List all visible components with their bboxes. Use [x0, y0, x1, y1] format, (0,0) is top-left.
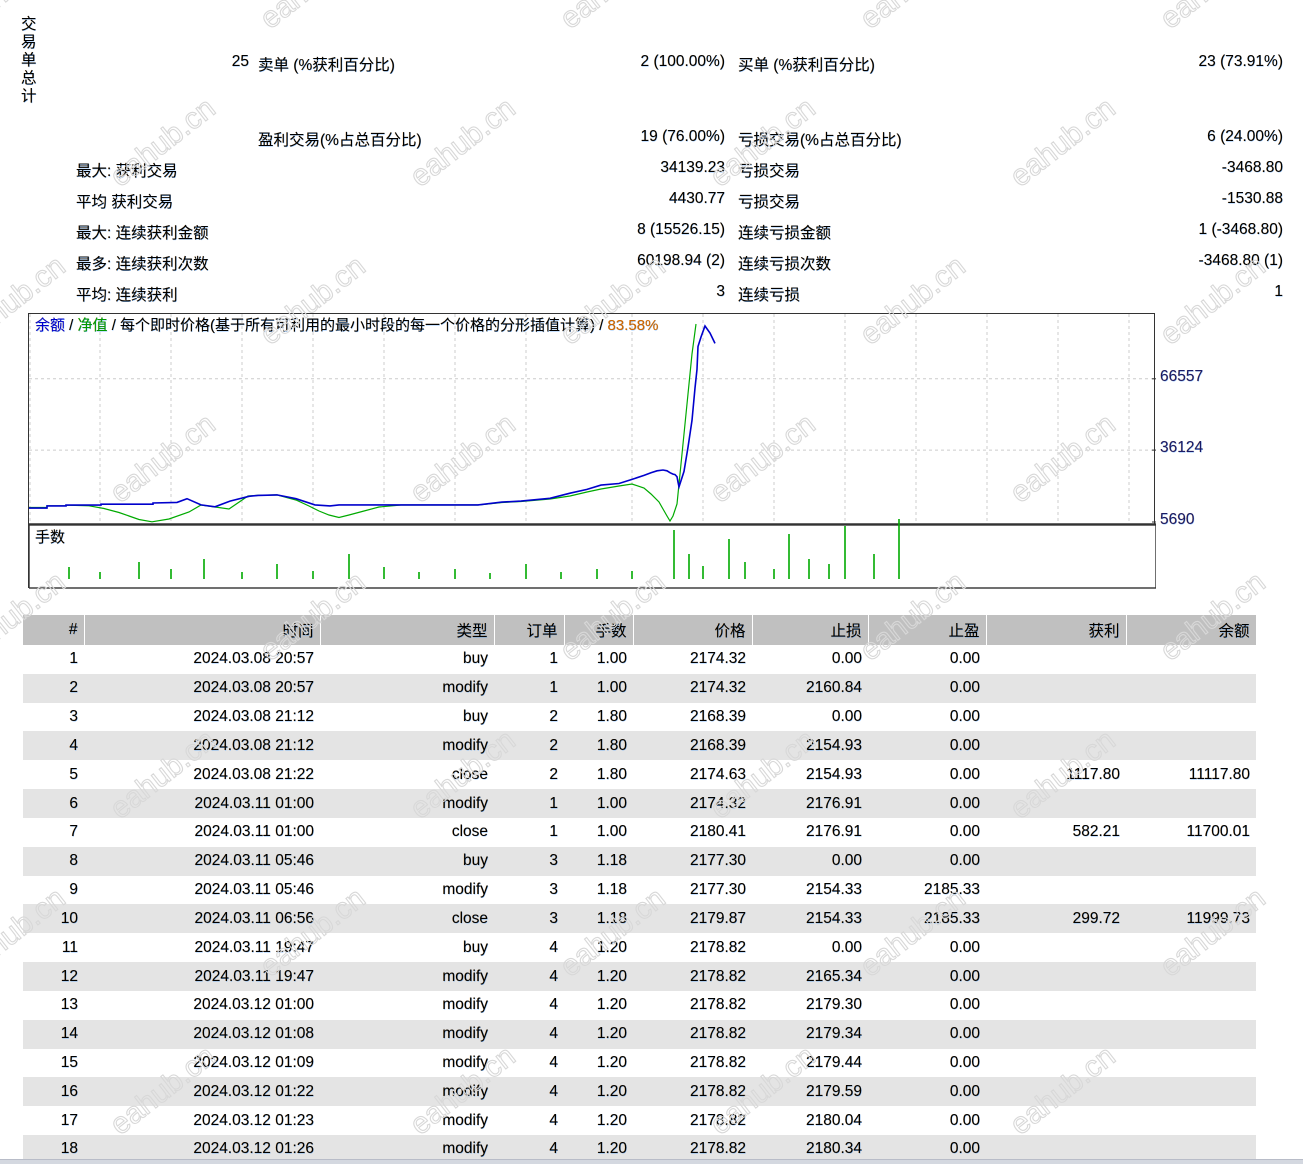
svg-text:余额 / 净值 / 每个即时价格(基于所有可利用的最小时段的: 余额 / 净值 / 每个即时价格(基于所有可利用的最小时段的每一个价格的分形插值…	[35, 316, 658, 334]
svg-text:手数: 手数	[35, 529, 65, 546]
